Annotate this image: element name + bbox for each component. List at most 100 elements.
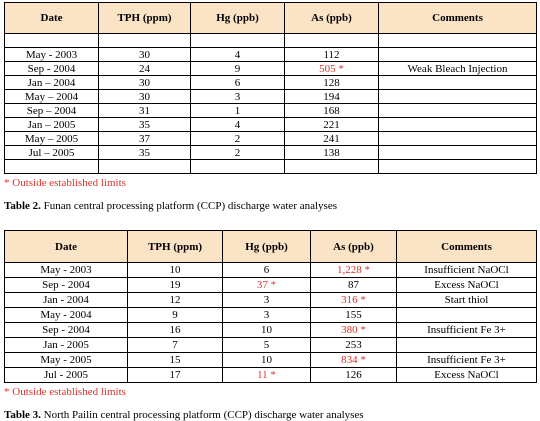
cell: 128 <box>284 75 379 90</box>
data-row: Jul - 2005 17 11 * 126 Excess NaOCl <box>4 367 537 383</box>
data-row: Jan - 2005 7 5 253 <box>4 337 537 353</box>
cell: 15 <box>127 352 223 368</box>
data-table: Date TPH (ppm) Hg (ppb) As (ppb) Comments May… <box>4 2 537 174</box>
cell: 5 <box>222 337 311 353</box>
caption-label: Table 2. <box>4 200 41 212</box>
cell: 10 <box>127 262 223 278</box>
cell: 19 <box>127 277 223 293</box>
cell: Excess NaOCl <box>396 367 537 383</box>
cell: May - 2004 <box>4 307 128 323</box>
data-row: Jan – 2004 30 6 128 <box>4 75 537 90</box>
cell <box>378 47 537 62</box>
cell <box>396 337 537 353</box>
cell: 112 <box>284 47 379 62</box>
header-cell: TPH (ppm) <box>98 2 191 34</box>
data-row: Jan - 2004 12 3 316 * Start thiol <box>4 292 537 308</box>
cell: 10 <box>222 352 311 368</box>
cell: May - 2003 <box>4 47 99 62</box>
caption-label: Table 3. <box>4 409 41 421</box>
cell <box>396 307 537 323</box>
header-cell: Comments <box>396 230 537 263</box>
cell <box>284 33 379 48</box>
data-row: Sep - 2004 24 9 505 * Weak Bleach Injection <box>4 61 537 76</box>
cell <box>190 159 285 174</box>
cell: May – 2004 <box>4 89 99 104</box>
note: * Outside established limits <box>4 177 126 189</box>
cell: Start thiol <box>396 292 537 308</box>
header-cell: As (ppb) <box>284 2 379 34</box>
cell: Sep - 2004 <box>4 277 128 293</box>
cell: 6 <box>190 75 285 90</box>
cell <box>98 33 191 48</box>
cell <box>4 33 99 48</box>
cell: 4 <box>190 47 285 62</box>
cell <box>378 75 537 90</box>
caption: Table 3. North Pailin central processing… <box>4 409 536 421</box>
cell: 7 <box>127 337 223 353</box>
cell <box>378 33 537 48</box>
cell: 31 <box>98 103 191 118</box>
header-cell: Comments <box>378 2 537 34</box>
data-row: Jan – 2005 35 4 221 <box>4 117 537 132</box>
cell: 35 <box>98 145 191 160</box>
cell <box>4 159 99 174</box>
data-row: May - 2005 15 10 834 * Insufficient Fe 3+ <box>4 352 537 368</box>
header-cell: Hg (ppb) <box>190 2 285 34</box>
cell: May - 2005 <box>4 352 128 368</box>
cell <box>378 159 537 174</box>
cell: Sep - 2004 <box>4 322 128 338</box>
cell: 3 <box>190 89 285 104</box>
cell: 380 * <box>310 322 397 338</box>
header-cell: TPH (ppm) <box>127 230 223 263</box>
cell: Sep – 2004 <box>4 103 99 118</box>
cell <box>378 131 537 146</box>
caption: Table 2. Funan central processing platfo… <box>4 200 536 212</box>
cell <box>378 89 537 104</box>
cell: 37 * <box>222 277 311 293</box>
cell: 17 <box>127 367 223 383</box>
cell: 253 <box>310 337 397 353</box>
cell: 30 <box>98 75 191 90</box>
cell: Excess NaOCl <box>396 277 537 293</box>
data-row: May – 2005 37 2 241 <box>4 131 537 146</box>
table-block: Date TPH (ppm) Hg (ppb) As (ppb) Comments May… <box>4 2 537 212</box>
cell: 3 <box>222 307 311 323</box>
cell: 155 <box>310 307 397 323</box>
cell: 168 <box>284 103 379 118</box>
header-cell: As (ppb) <box>310 230 397 263</box>
data-row: Sep – 2004 31 1 168 <box>4 103 537 118</box>
cell: 6 <box>222 262 311 278</box>
cell: 16 <box>127 322 223 338</box>
cell: Insufficient Fe 3+ <box>396 322 537 338</box>
cell: 35 <box>98 117 191 132</box>
header-row: Date TPH (ppm) Hg (ppb) As (ppb) Comments <box>4 2 537 34</box>
cell: 316 * <box>310 292 397 308</box>
cell: 9 <box>127 307 223 323</box>
cell: Jan – 2005 <box>4 117 99 132</box>
cell <box>98 159 191 174</box>
cell <box>284 159 379 174</box>
cell <box>190 33 285 48</box>
cell: Jul - 2005 <box>4 367 128 383</box>
data-row: May - 2003 30 4 112 <box>4 47 537 62</box>
cell: 2 <box>190 145 285 160</box>
blank-row <box>4 33 537 48</box>
header-row: Date TPH (ppm) Hg (ppb) As (ppb) Comments <box>4 230 537 263</box>
cell: 126 <box>310 367 397 383</box>
data-row: Jul – 2005 35 2 138 <box>4 145 537 160</box>
cell: 30 <box>98 89 191 104</box>
cell: 37 <box>98 131 191 146</box>
cell: 1,228 * <box>310 262 397 278</box>
data-row: Sep - 2004 16 10 380 * Insufficient Fe 3+ <box>4 322 537 338</box>
cell <box>378 103 537 118</box>
cell: 24 <box>98 61 191 76</box>
data-row: May - 2004 9 3 155 <box>4 307 537 323</box>
cell: Jul – 2005 <box>4 145 99 160</box>
data-table: Date TPH (ppm) Hg (ppb) As (ppb) Comments May… <box>4 230 537 383</box>
data-row: Sep - 2004 19 37 * 87 Excess NaOCl <box>4 277 537 293</box>
cell: 9 <box>190 61 285 76</box>
cell: May - 2003 <box>4 262 128 278</box>
header-cell: Hg (ppb) <box>222 230 311 263</box>
cell: 138 <box>284 145 379 160</box>
